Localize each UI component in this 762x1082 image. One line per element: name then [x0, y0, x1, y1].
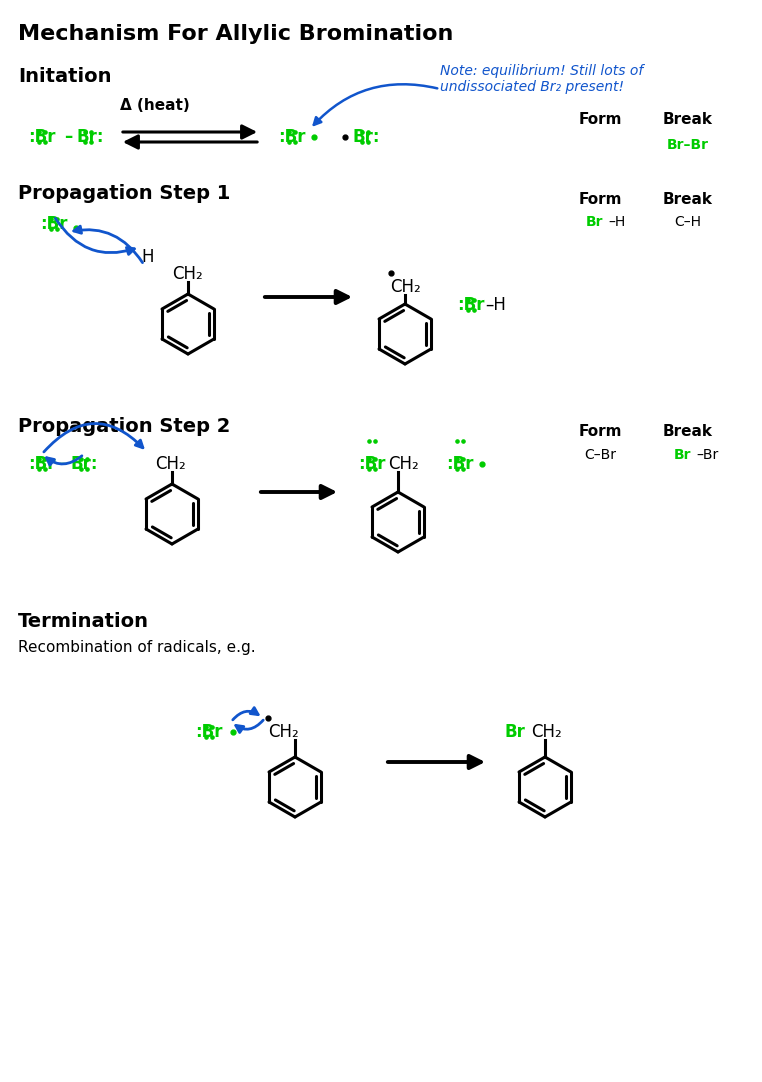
Text: Br–Br: Br–Br	[667, 138, 709, 151]
Text: Propagation Step 2: Propagation Step 2	[18, 417, 230, 436]
Text: Note: equilibrium! Still lots of
undissociated Br₂ present!: Note: equilibrium! Still lots of undisso…	[440, 64, 643, 94]
Text: Form: Form	[578, 111, 622, 127]
Text: Br:: Br:	[352, 128, 379, 146]
Text: CH₂: CH₂	[388, 456, 419, 473]
Text: CH₂: CH₂	[390, 278, 421, 296]
Text: CH₂: CH₂	[531, 723, 562, 741]
Text: :Br: :Br	[195, 723, 223, 741]
Text: –Br: –Br	[696, 448, 719, 462]
Text: Termination: Termination	[18, 612, 149, 631]
Text: Break: Break	[663, 424, 713, 439]
Text: :Br: :Br	[446, 456, 473, 473]
Text: CH₂: CH₂	[268, 723, 299, 741]
Text: Br:: Br:	[70, 456, 98, 473]
Text: Form: Form	[578, 424, 622, 439]
Text: Br: Br	[674, 448, 691, 462]
Text: Recombination of radicals, e.g.: Recombination of radicals, e.g.	[18, 639, 255, 655]
Text: –H: –H	[485, 296, 506, 314]
Text: Br: Br	[505, 723, 526, 741]
Text: Δ (heat): Δ (heat)	[120, 97, 190, 113]
Text: Br:: Br:	[76, 128, 104, 146]
Text: Form: Form	[578, 192, 622, 207]
Text: :Br: :Br	[358, 456, 386, 473]
Text: Mechanism For Allylic Bromination: Mechanism For Allylic Bromination	[18, 24, 453, 44]
Text: :Br: :Br	[40, 215, 68, 233]
Text: –H: –H	[608, 215, 626, 229]
Text: :Br: :Br	[457, 296, 485, 314]
Text: Br: Br	[586, 215, 604, 229]
Text: :Br: :Br	[278, 128, 306, 146]
Text: :Br: :Br	[28, 456, 56, 473]
Text: C–H: C–H	[674, 215, 702, 229]
Text: Initation: Initation	[18, 67, 111, 85]
Text: CH₂: CH₂	[155, 456, 186, 473]
Text: Break: Break	[663, 111, 713, 127]
Text: –: –	[64, 128, 72, 146]
Text: Break: Break	[663, 192, 713, 207]
Text: H: H	[142, 248, 154, 266]
Text: CH₂: CH₂	[172, 265, 203, 283]
Text: :Br: :Br	[28, 128, 56, 146]
Text: Propagation Step 1: Propagation Step 1	[18, 184, 230, 203]
Text: C–Br: C–Br	[584, 448, 616, 462]
Text: –: –	[58, 456, 66, 473]
